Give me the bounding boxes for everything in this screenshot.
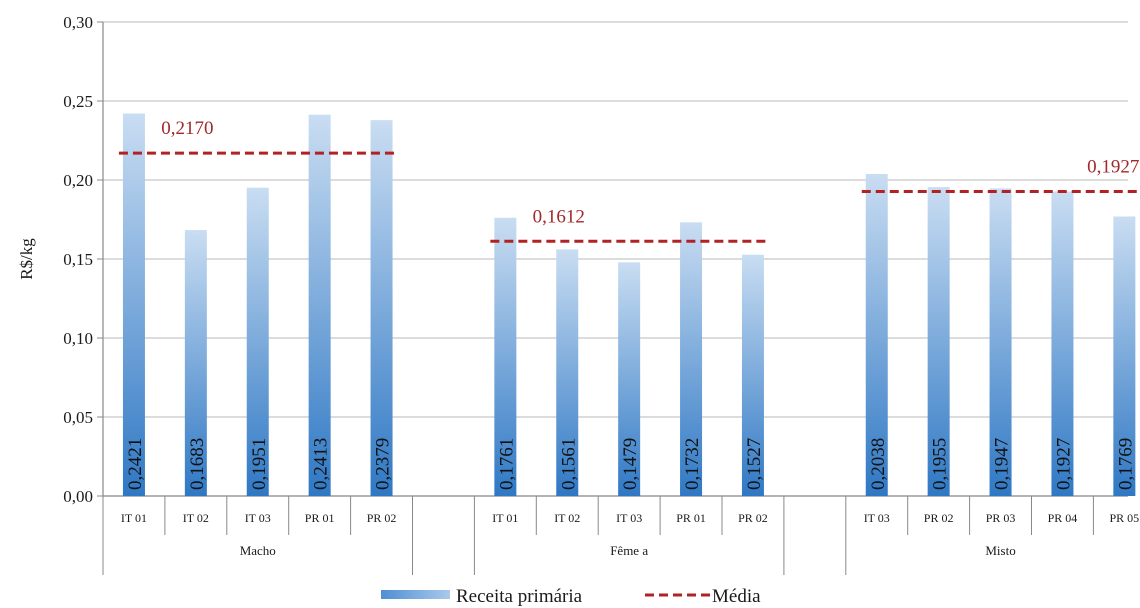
x-tick-label: IT 03 bbox=[245, 511, 271, 525]
x-tick-label: PR 02 bbox=[924, 511, 954, 525]
y-tick-label: 0,00 bbox=[63, 487, 93, 506]
bar-value-label: 0,2413 bbox=[311, 438, 332, 490]
x-tick-label: IT 02 bbox=[183, 511, 209, 525]
bars bbox=[122, 113, 1136, 497]
bar bbox=[618, 262, 641, 496]
x-tick-label: PR 02 bbox=[367, 511, 397, 525]
y-tick-label: 0,30 bbox=[63, 13, 93, 32]
y-tick-label: 0,20 bbox=[63, 171, 93, 190]
bar bbox=[1113, 216, 1136, 497]
y-axis-label: R$/kg bbox=[17, 238, 36, 280]
bar bbox=[494, 217, 517, 496]
x-tick-label: IT 01 bbox=[121, 511, 147, 525]
legend: Receita primária Média bbox=[381, 586, 761, 607]
bar-value-label: 0,1955 bbox=[930, 438, 951, 490]
x-tick-label: IT 02 bbox=[554, 511, 580, 525]
labels: 0,00 0,05 0,10 0,15 0,20 0,25 0,30 R$/kg 0,2421 I… bbox=[17, 13, 1139, 558]
x-tick-label: PR 01 bbox=[676, 511, 706, 525]
bar-value-label: 0,1927 bbox=[1053, 438, 1074, 490]
bar bbox=[370, 120, 393, 497]
mean-lines bbox=[118, 151, 1140, 243]
bar bbox=[927, 187, 950, 497]
y-tick-label: 0,15 bbox=[63, 250, 93, 269]
bar bbox=[865, 173, 888, 496]
mean-value-label: 0,1612 bbox=[533, 206, 585, 227]
bar bbox=[308, 114, 331, 496]
bar-value-label: 0,2038 bbox=[868, 438, 889, 490]
bar bbox=[246, 187, 269, 496]
group-label: Misto bbox=[985, 543, 1015, 558]
mean-value-label: 0,2170 bbox=[161, 118, 213, 139]
bar bbox=[1051, 191, 1074, 496]
bar bbox=[122, 113, 145, 497]
bar bbox=[989, 188, 1012, 496]
bar-value-label: 0,1947 bbox=[992, 438, 1013, 490]
x-tick-label: IT 03 bbox=[616, 511, 642, 525]
bar-value-label: 0,1527 bbox=[744, 438, 765, 490]
bar bbox=[680, 222, 703, 496]
legend-swatch-bars bbox=[381, 590, 450, 599]
bar-value-label: 0,1479 bbox=[620, 438, 641, 490]
bar bbox=[741, 254, 764, 496]
y-tick-label: 0,25 bbox=[63, 92, 93, 111]
legend-label-bars: Receita primária bbox=[456, 586, 583, 607]
legend-label-mean: Média bbox=[712, 586, 761, 607]
bar-value-label: 0,1683 bbox=[187, 438, 208, 490]
bar-value-label: 0,1561 bbox=[558, 438, 579, 490]
bar-value-label: 0,1732 bbox=[682, 438, 703, 490]
axes bbox=[97, 21, 1128, 575]
y-tick-label: 0,05 bbox=[63, 408, 93, 427]
grid-lines bbox=[103, 21, 1128, 418]
bar bbox=[184, 230, 207, 496]
bar-value-label: 0,1769 bbox=[1115, 438, 1136, 490]
bar-value-label: 0,2379 bbox=[373, 438, 394, 490]
group-label: Fême a bbox=[610, 543, 648, 558]
x-tick-label: PR 05 bbox=[1110, 511, 1140, 525]
y-tick-label: 0,10 bbox=[63, 329, 93, 348]
x-tick-label: PR 04 bbox=[1048, 511, 1078, 525]
bar-value-label: 0,1761 bbox=[496, 438, 517, 490]
x-tick-label: PR 02 bbox=[738, 511, 768, 525]
x-tick-label: IT 01 bbox=[492, 511, 518, 525]
bar bbox=[556, 249, 579, 496]
x-tick-label: IT 03 bbox=[864, 511, 890, 525]
mean-value-label: 0,1927 bbox=[1087, 157, 1139, 178]
bar-value-label: 0,1951 bbox=[249, 438, 270, 490]
x-tick-label: PR 03 bbox=[986, 511, 1016, 525]
group-label: Macho bbox=[240, 543, 276, 558]
x-tick-label: PR 01 bbox=[305, 511, 335, 525]
bar-value-label: 0,2421 bbox=[125, 438, 146, 490]
